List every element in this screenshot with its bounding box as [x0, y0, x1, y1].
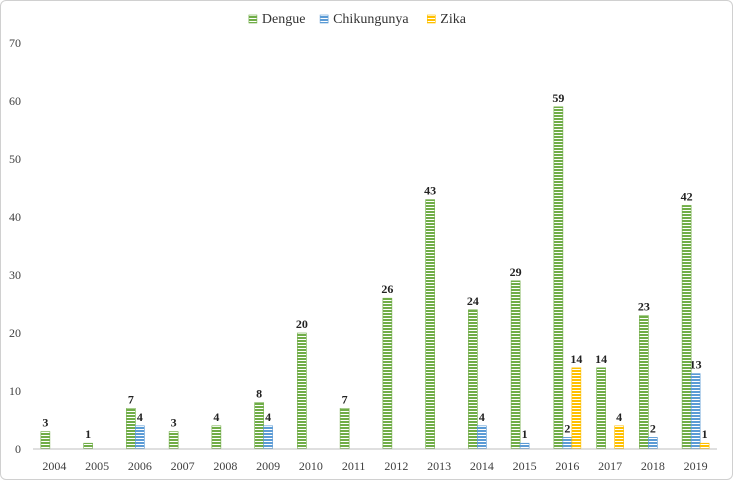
- data-label-dengue-2017: 14: [595, 352, 607, 366]
- y-tick-label: 10: [9, 384, 21, 398]
- data-label-dengue-2015: 29: [510, 265, 522, 279]
- bar-chikungunya-2014: [477, 425, 487, 450]
- y-tick-label: 50: [9, 152, 21, 166]
- y-tick-label: 60: [9, 94, 21, 108]
- bar-dengue-2007: [168, 431, 179, 450]
- bar-dengue-2011: [339, 408, 350, 450]
- data-label-dengue-2005: 1: [85, 427, 91, 441]
- data-label-chikungunya-2014: 4: [479, 410, 485, 424]
- legend-swatch-chikungunya: [319, 14, 329, 24]
- bar-dengue-2015: [510, 280, 521, 450]
- y-tick-label: 40: [9, 210, 21, 224]
- bar-dengue-2008: [211, 425, 222, 450]
- x-tick-label: 2019: [684, 459, 708, 473]
- data-label-dengue-2006: 7: [128, 392, 134, 406]
- data-label-chikungunya-2016: 2: [564, 421, 570, 435]
- x-tick-label: 2014: [470, 459, 494, 473]
- data-label-chikungunya-2015: 1: [522, 427, 528, 441]
- x-tick-label: 2011: [342, 459, 366, 473]
- bar-dengue-2012: [382, 297, 393, 450]
- bars: [40, 106, 710, 450]
- bar-zika-2016: [571, 367, 582, 450]
- x-tick-label: 2012: [384, 459, 408, 473]
- x-tick-label: 2004: [42, 459, 66, 473]
- bar-zika-2017: [614, 425, 624, 450]
- x-tick-label: 2007: [171, 459, 195, 473]
- x-tick-label: 2018: [641, 459, 665, 473]
- bar-dengue-2006: [126, 408, 136, 450]
- data-label-dengue-2009: 8: [256, 387, 262, 401]
- bar-dengue-2010: [297, 332, 307, 450]
- data-label-dengue-2011: 7: [342, 392, 348, 406]
- x-tick-label: 2016: [555, 459, 579, 473]
- bar-dengue-2016: [553, 106, 564, 450]
- data-label-dengue-2010: 20: [296, 317, 308, 331]
- data-label-dengue-2013: 43: [424, 184, 436, 198]
- data-label-chikungunya-2009: 4: [265, 410, 271, 424]
- data-label-chikungunya-2006: 4: [137, 410, 143, 424]
- data-label-zika-2017: 4: [616, 410, 622, 424]
- data-label-dengue-2016: 59: [552, 91, 564, 105]
- data-label-dengue-2007: 3: [171, 416, 177, 430]
- x-tick-label: 2009: [256, 459, 280, 473]
- data-label-dengue-2004: 3: [42, 416, 48, 430]
- legend-label-chikungunya: Chikungunya: [333, 12, 409, 27]
- bar-chikungunya-2018: [648, 437, 658, 450]
- bar-chikungunya-2016: [562, 437, 573, 450]
- x-tick-label: 2005: [85, 459, 109, 473]
- data-label-dengue-2018: 23: [638, 300, 650, 314]
- x-axis: 2004 2005 2006 2007 2008 2009 2010 2011 2012 2013…: [33, 448, 717, 473]
- bar-dengue-2014: [468, 309, 478, 450]
- data-label-zika-2016: 14: [570, 352, 582, 366]
- bar-chikungunya-2019: [690, 373, 701, 450]
- bar-chikungunya-2006: [135, 425, 145, 450]
- data-label-dengue-2019: 42: [681, 189, 693, 203]
- bar-dengue-2018: [639, 315, 649, 450]
- x-tick-label: 2015: [513, 459, 537, 473]
- bar-dengue-2005: [83, 442, 93, 450]
- legend: Dengue Chikungunya Zika: [248, 12, 467, 27]
- legend-label-zika: Zika: [440, 12, 466, 27]
- data-label-dengue-2008: 4: [213, 410, 219, 424]
- x-tick-label: 2017: [598, 459, 622, 473]
- data-label-chikungunya-2018: 2: [650, 421, 656, 435]
- bar-dengue-2004: [40, 431, 51, 450]
- y-tick-label: 30: [9, 268, 21, 282]
- bar-dengue-2013: [425, 199, 435, 450]
- bar-chikungunya-2009: [263, 425, 273, 450]
- bar-dengue-2019: [681, 205, 692, 450]
- legend-swatch-dengue: [248, 14, 258, 24]
- x-tick-label: 2010: [299, 459, 323, 473]
- bar-dengue-2017: [596, 367, 606, 450]
- x-tick-label: 2006: [128, 459, 152, 473]
- data-label-dengue-2012: 26: [381, 282, 393, 296]
- bar-zika-2019: [699, 442, 710, 450]
- legend-swatch-zika: [426, 14, 436, 24]
- y-tick-label: 70: [9, 36, 21, 50]
- y-axis: 0 10 20 30 40 50 60 70: [9, 36, 21, 456]
- x-tick-label: 2013: [427, 459, 451, 473]
- legend-label-dengue: Dengue: [262, 12, 306, 27]
- y-tick-label: 20: [9, 326, 21, 340]
- data-label-dengue-2014: 24: [467, 294, 479, 308]
- x-tick-label: 2008: [213, 459, 237, 473]
- bar-chikungunya-2015: [519, 442, 530, 450]
- bar-dengue-2009: [254, 402, 264, 450]
- data-label-chikungunya-2019: 13: [690, 358, 702, 372]
- data-label-zika-2019: 1: [702, 427, 708, 441]
- y-tick-label: 0: [15, 442, 21, 456]
